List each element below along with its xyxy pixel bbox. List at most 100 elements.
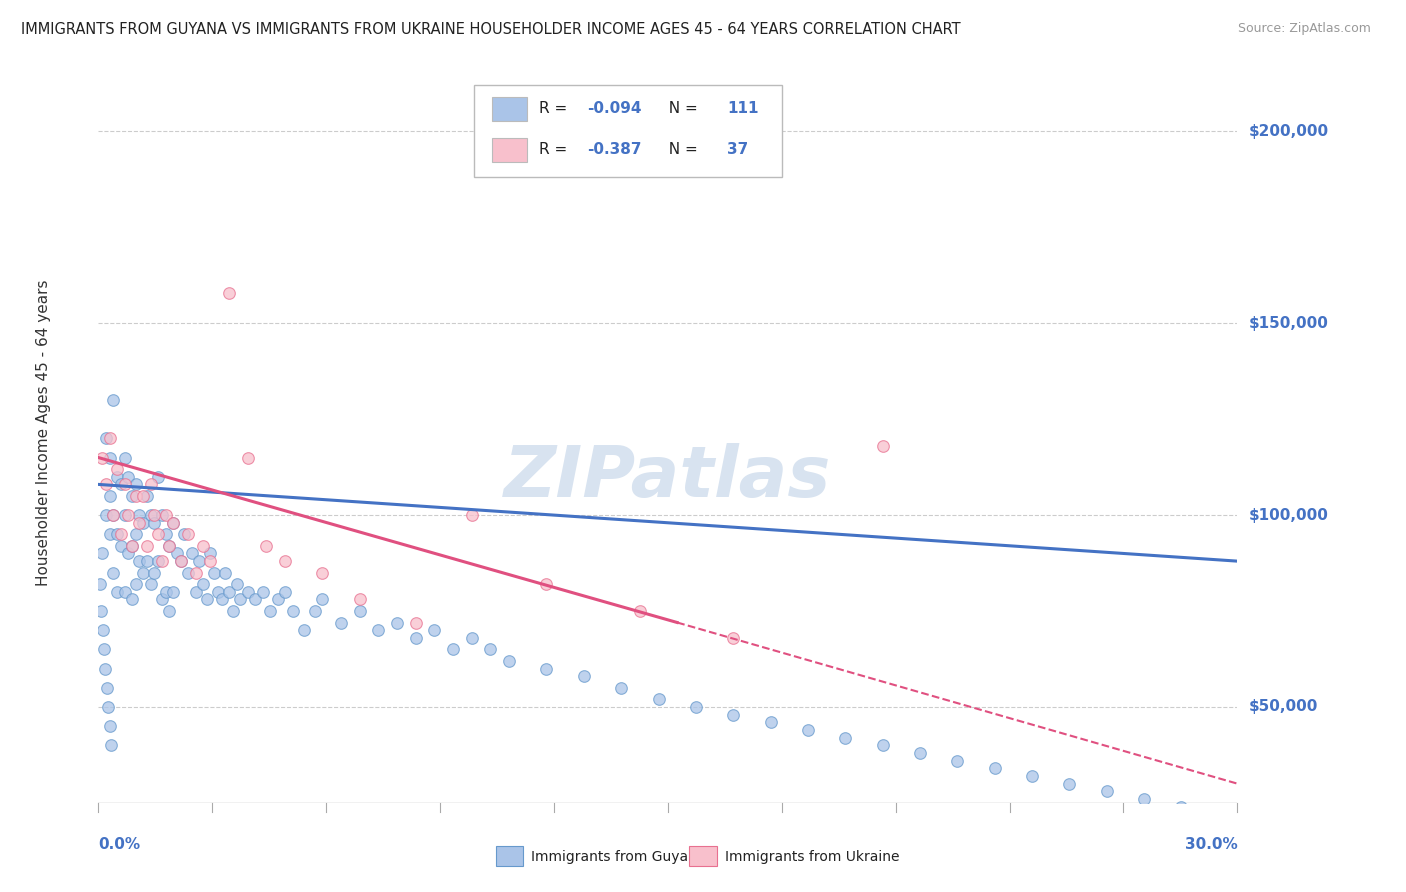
Point bbox=[202, 566, 225, 580]
Point bbox=[461, 508, 484, 522]
Point bbox=[759, 715, 782, 730]
Point bbox=[207, 584, 229, 599]
Point bbox=[117, 508, 139, 522]
Point bbox=[214, 566, 236, 580]
Point bbox=[274, 554, 297, 568]
Point bbox=[114, 584, 136, 599]
Point bbox=[98, 431, 121, 445]
FancyBboxPatch shape bbox=[689, 847, 717, 866]
Point bbox=[834, 731, 856, 745]
Point bbox=[128, 554, 150, 568]
Point bbox=[367, 623, 389, 637]
Text: 37: 37 bbox=[727, 142, 748, 157]
Point bbox=[177, 527, 200, 541]
Point bbox=[125, 477, 148, 491]
Point bbox=[304, 604, 326, 618]
Point bbox=[98, 527, 121, 541]
Point bbox=[150, 554, 173, 568]
Point bbox=[128, 508, 150, 522]
Point bbox=[136, 539, 159, 553]
Point bbox=[479, 642, 502, 657]
Text: -0.094: -0.094 bbox=[586, 101, 641, 116]
Point bbox=[536, 661, 558, 675]
Text: $200,000: $200,000 bbox=[1249, 124, 1329, 139]
Point bbox=[114, 508, 136, 522]
Text: $50,000: $50,000 bbox=[1249, 699, 1317, 714]
Point bbox=[162, 516, 184, 530]
Point bbox=[103, 508, 125, 522]
Point bbox=[229, 592, 252, 607]
Point bbox=[252, 584, 274, 599]
Point bbox=[98, 489, 121, 503]
Point bbox=[103, 508, 125, 522]
Point bbox=[872, 439, 894, 453]
Point bbox=[139, 508, 162, 522]
Point bbox=[155, 527, 177, 541]
Point bbox=[121, 489, 143, 503]
Text: N =: N = bbox=[659, 142, 703, 157]
Point bbox=[1208, 807, 1230, 822]
Point bbox=[132, 516, 155, 530]
Point bbox=[180, 546, 202, 560]
Point bbox=[872, 738, 894, 752]
Point bbox=[311, 592, 333, 607]
Point bbox=[259, 604, 281, 618]
Point bbox=[94, 661, 117, 675]
Point bbox=[139, 577, 162, 591]
Point bbox=[150, 508, 173, 522]
Point bbox=[311, 566, 333, 580]
Point bbox=[100, 738, 122, 752]
Point bbox=[162, 584, 184, 599]
Point bbox=[946, 754, 969, 768]
Text: $100,000: $100,000 bbox=[1249, 508, 1329, 523]
Point bbox=[218, 285, 240, 300]
Point bbox=[721, 631, 744, 645]
Point bbox=[105, 527, 128, 541]
Point bbox=[94, 431, 117, 445]
Point bbox=[211, 592, 233, 607]
Point bbox=[136, 554, 159, 568]
Point bbox=[1057, 776, 1080, 790]
Text: Householder Income Ages 45 - 64 years: Householder Income Ages 45 - 64 years bbox=[37, 279, 51, 586]
Point bbox=[721, 707, 744, 722]
FancyBboxPatch shape bbox=[496, 847, 523, 866]
Point bbox=[89, 577, 111, 591]
Point bbox=[132, 566, 155, 580]
Point bbox=[155, 508, 177, 522]
Text: 0.0%: 0.0% bbox=[98, 838, 141, 853]
Point bbox=[628, 604, 651, 618]
Point bbox=[94, 508, 117, 522]
Point bbox=[647, 692, 669, 706]
Text: -0.387: -0.387 bbox=[586, 142, 641, 157]
Point bbox=[349, 592, 371, 607]
Point bbox=[125, 577, 148, 591]
Point bbox=[139, 477, 162, 491]
Point bbox=[143, 508, 166, 522]
Point bbox=[188, 554, 211, 568]
Point bbox=[405, 631, 427, 645]
Point bbox=[96, 681, 118, 695]
Point bbox=[128, 516, 150, 530]
Point bbox=[1021, 769, 1043, 783]
Point bbox=[121, 539, 143, 553]
Point bbox=[98, 450, 121, 465]
Point bbox=[91, 450, 114, 465]
Point bbox=[184, 584, 207, 599]
Point bbox=[191, 539, 214, 553]
Point bbox=[166, 546, 188, 560]
Point bbox=[797, 723, 820, 737]
Point bbox=[536, 577, 558, 591]
Point bbox=[200, 554, 222, 568]
Point bbox=[405, 615, 427, 630]
Text: $150,000: $150,000 bbox=[1249, 316, 1329, 331]
Point bbox=[105, 462, 128, 476]
Point bbox=[146, 554, 169, 568]
Text: N =: N = bbox=[659, 101, 703, 116]
Point bbox=[143, 566, 166, 580]
Point bbox=[1133, 792, 1156, 806]
Point bbox=[125, 489, 148, 503]
Point bbox=[685, 699, 707, 714]
FancyBboxPatch shape bbox=[492, 138, 527, 161]
Point bbox=[498, 654, 520, 668]
Point bbox=[218, 584, 240, 599]
